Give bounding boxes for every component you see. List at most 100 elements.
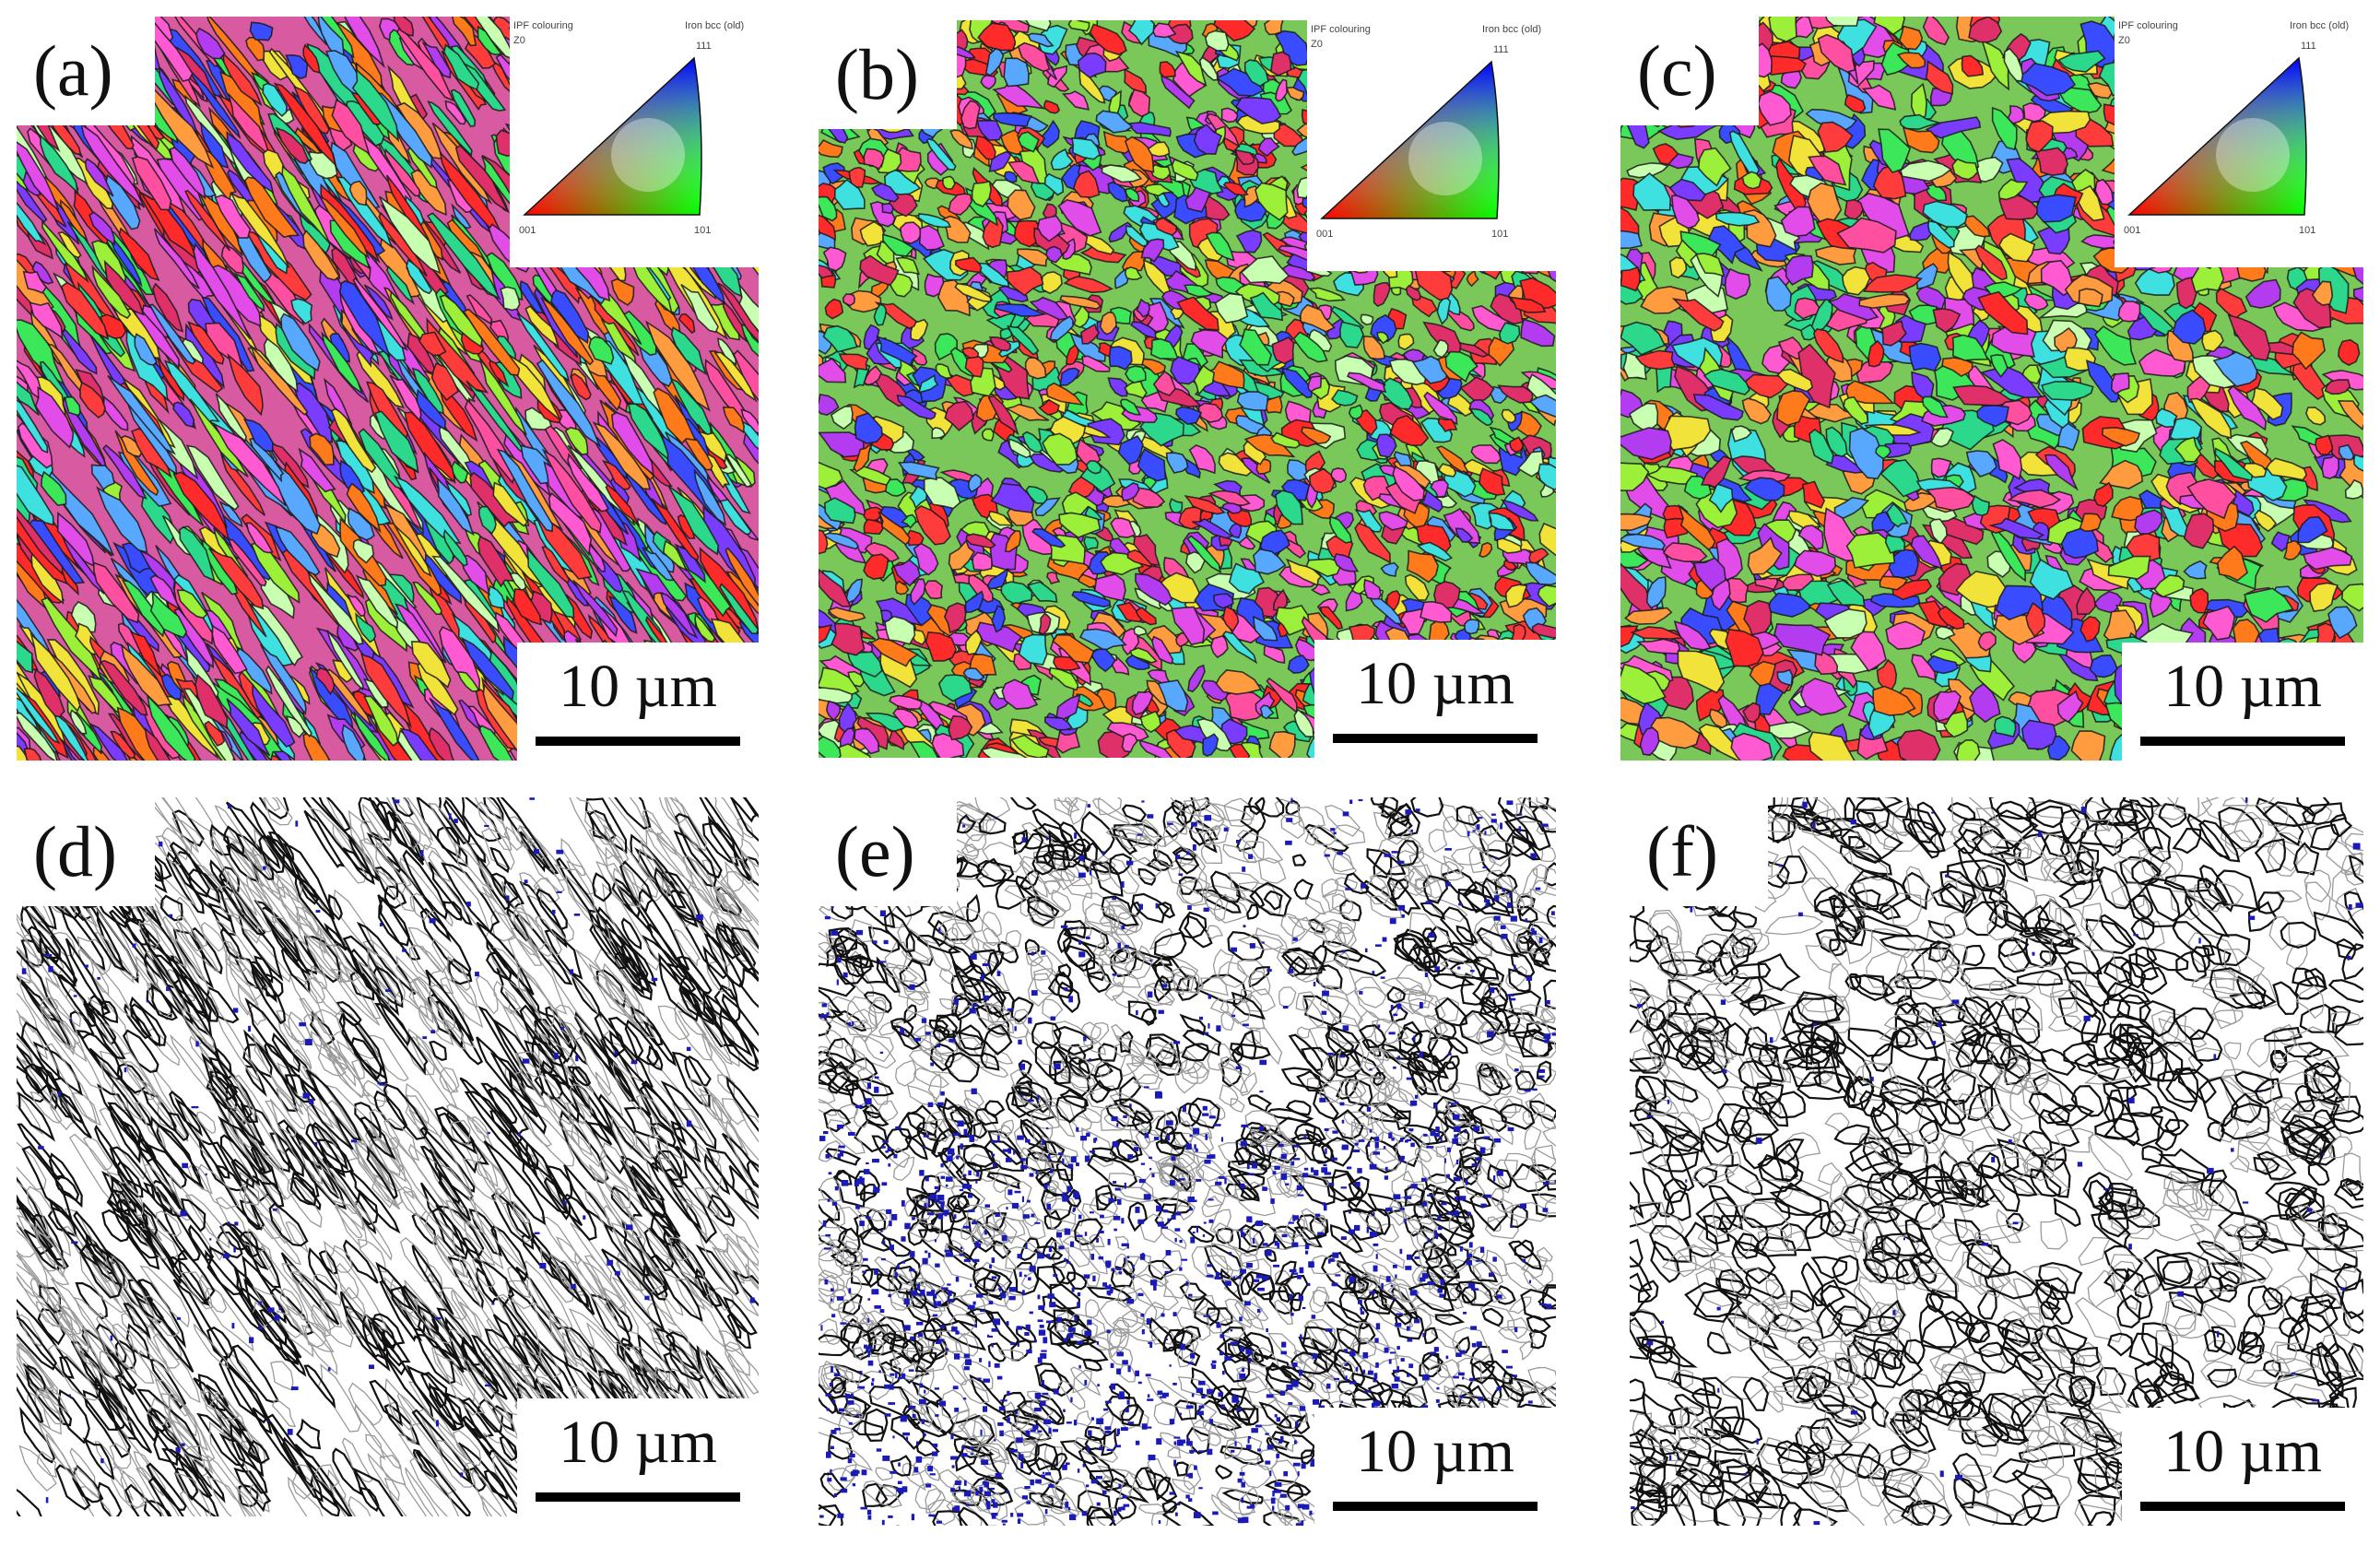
grain	[1360, 313, 1374, 325]
grain	[79, 381, 106, 419]
grain	[46, 343, 86, 394]
scale-text-a: 10 µm	[559, 653, 717, 720]
grain	[140, 192, 198, 262]
grain	[713, 351, 759, 403]
grain	[1142, 258, 1172, 295]
grain	[185, 444, 240, 511]
grain	[1025, 20, 1052, 32]
grain	[1003, 57, 1030, 88]
grain	[1169, 498, 1184, 513]
grain	[222, 52, 263, 107]
grain	[280, 313, 321, 372]
grain	[572, 579, 619, 638]
grain	[84, 158, 114, 197]
grain	[1236, 391, 1269, 411]
grain	[360, 653, 413, 729]
grain	[465, 294, 493, 325]
grain	[249, 21, 274, 41]
grain	[29, 301, 64, 339]
grain	[378, 195, 442, 275]
grain	[363, 695, 399, 747]
grain	[91, 265, 132, 320]
grain	[355, 612, 377, 643]
ipf-corner-101: 101	[1491, 229, 1509, 240]
grain	[64, 395, 81, 417]
grain	[1029, 296, 1069, 321]
grain	[827, 607, 866, 622]
grain	[733, 349, 759, 402]
grain	[610, 411, 654, 477]
grain	[651, 498, 700, 562]
grain	[303, 17, 328, 46]
grain	[1057, 199, 1102, 237]
grain	[859, 220, 885, 247]
grain	[173, 607, 214, 669]
grain	[642, 547, 676, 582]
grain	[236, 647, 273, 695]
grain	[474, 17, 515, 61]
grain	[1061, 90, 1090, 111]
grain	[513, 588, 543, 626]
grain	[250, 345, 309, 416]
grain	[129, 631, 162, 678]
grain	[1470, 444, 1502, 465]
grain	[245, 36, 265, 62]
grain	[348, 180, 368, 206]
grain	[346, 100, 385, 147]
grain	[698, 430, 727, 463]
grain	[219, 453, 266, 516]
grain	[541, 448, 602, 534]
grain	[1141, 358, 1166, 376]
grain	[894, 580, 910, 596]
grain	[567, 453, 609, 513]
grain	[290, 298, 313, 325]
grain	[592, 421, 652, 490]
grain	[1186, 535, 1222, 574]
grain	[351, 67, 400, 143]
grain	[870, 183, 900, 203]
grain	[1017, 41, 1051, 73]
grain	[670, 326, 708, 376]
grain	[892, 559, 922, 587]
grain	[17, 687, 61, 745]
grain	[1024, 356, 1047, 380]
grain	[56, 511, 95, 568]
grain	[321, 331, 364, 395]
grain	[822, 324, 858, 353]
grain	[925, 137, 957, 171]
grain	[29, 631, 81, 713]
grain	[830, 406, 854, 430]
grain	[2060, 527, 2099, 560]
grain	[519, 279, 547, 322]
grain	[353, 710, 390, 761]
grain	[233, 272, 265, 313]
grain	[456, 671, 480, 692]
ipf-triangle	[523, 56, 702, 216]
grain	[309, 432, 335, 466]
grain	[1500, 499, 1539, 522]
grain	[451, 203, 472, 230]
grain	[2315, 434, 2334, 455]
grain	[406, 332, 438, 376]
grain	[410, 641, 452, 689]
grain	[719, 499, 752, 536]
grain	[156, 356, 185, 402]
grain	[895, 256, 921, 276]
grain	[226, 698, 271, 757]
grain	[33, 668, 65, 723]
grain	[1078, 573, 1102, 588]
grain	[88, 675, 124, 716]
grain	[605, 484, 641, 527]
grain	[326, 630, 364, 691]
grain	[215, 393, 247, 442]
grain	[1188, 443, 1216, 475]
ipf-key-b: IPF colouring Z0 Iron bcc (old) 111 001 101	[1307, 20, 1556, 271]
grain	[1503, 559, 1517, 572]
grain	[884, 478, 907, 497]
grain	[481, 155, 518, 212]
grain	[96, 486, 148, 554]
grain	[1125, 187, 1140, 203]
grain	[693, 468, 727, 526]
ipf-reference: Z0	[513, 35, 525, 46]
grain	[336, 622, 359, 652]
